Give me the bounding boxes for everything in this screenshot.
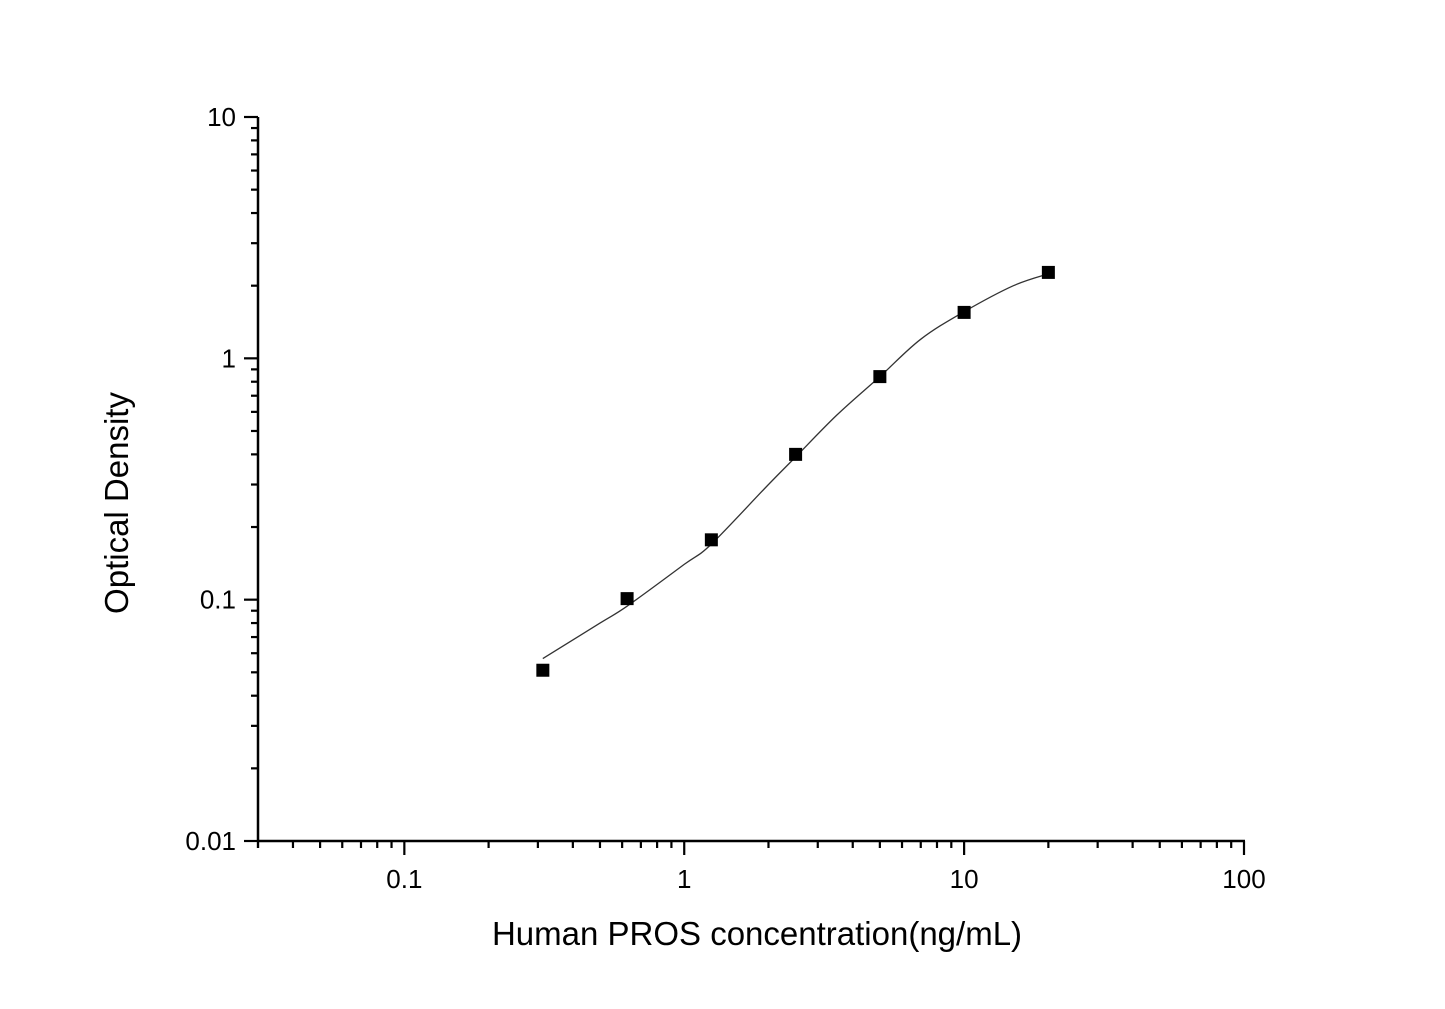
x-tick-label: 10	[950, 864, 979, 894]
data-point-square	[1041, 265, 1055, 279]
y-tick-label: 0.01	[185, 826, 236, 856]
fitted-curve	[542, 273, 1049, 660]
data-point-square	[789, 447, 803, 461]
y-axis-title: Optical Density	[98, 392, 135, 614]
data-points	[536, 265, 1055, 677]
fitted-curve-line	[542, 273, 1049, 660]
x-tick-label: 100	[1222, 864, 1265, 894]
data-point-square	[620, 592, 634, 606]
y-tick-label: 0.1	[200, 585, 236, 615]
y-tick-label: 1	[222, 343, 236, 373]
axes: 0.01 0.1 1 10 0.1 1 10 100	[185, 102, 1265, 894]
data-point-square	[957, 305, 971, 319]
x-tick-label: 1	[677, 864, 691, 894]
data-point-square	[873, 370, 887, 384]
data-point-square	[536, 663, 550, 677]
data-point-square	[704, 533, 718, 547]
x-axis-title: Human PROS concentration(ng/mL)	[492, 915, 1022, 952]
x-tick-label: 0.1	[386, 864, 422, 894]
y-tick-label: 10	[207, 102, 236, 132]
